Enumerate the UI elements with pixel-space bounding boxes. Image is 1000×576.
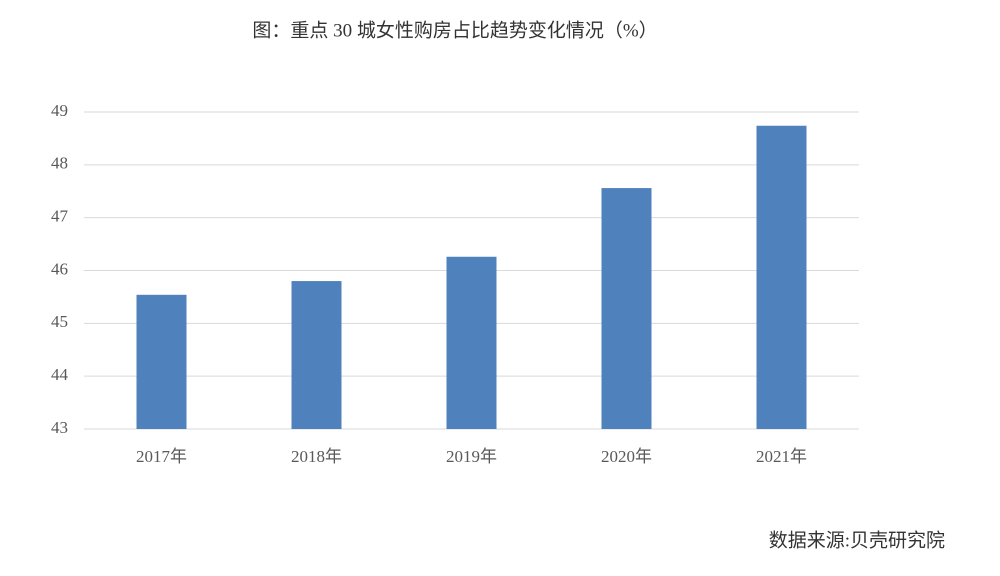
bar <box>756 125 807 429</box>
bar <box>291 281 342 429</box>
bar <box>136 294 187 429</box>
x-tick-label: 2020年 <box>601 447 652 466</box>
y-tick-label: 45 <box>51 312 68 331</box>
x-tick-label: 2017年 <box>136 447 187 466</box>
y-tick-label: 46 <box>51 259 68 278</box>
x-tick-label: 2019年 <box>446 447 497 466</box>
y-tick-label: 49 <box>51 101 68 120</box>
y-tick-label: 48 <box>51 154 68 173</box>
chart-title: 图：重点 30 城女性购房占比趋势变化情况（%） <box>252 19 657 41</box>
y-tick-label: 47 <box>51 207 69 226</box>
bar <box>446 256 497 429</box>
x-tick-label: 2018年 <box>291 447 342 466</box>
source-note: 数据来源:贝壳研究院 <box>769 529 945 551</box>
x-tick-label: 2021年 <box>756 447 807 466</box>
y-tick-label: 43 <box>51 418 68 437</box>
bar <box>601 188 652 429</box>
y-tick-label: 44 <box>51 365 69 384</box>
